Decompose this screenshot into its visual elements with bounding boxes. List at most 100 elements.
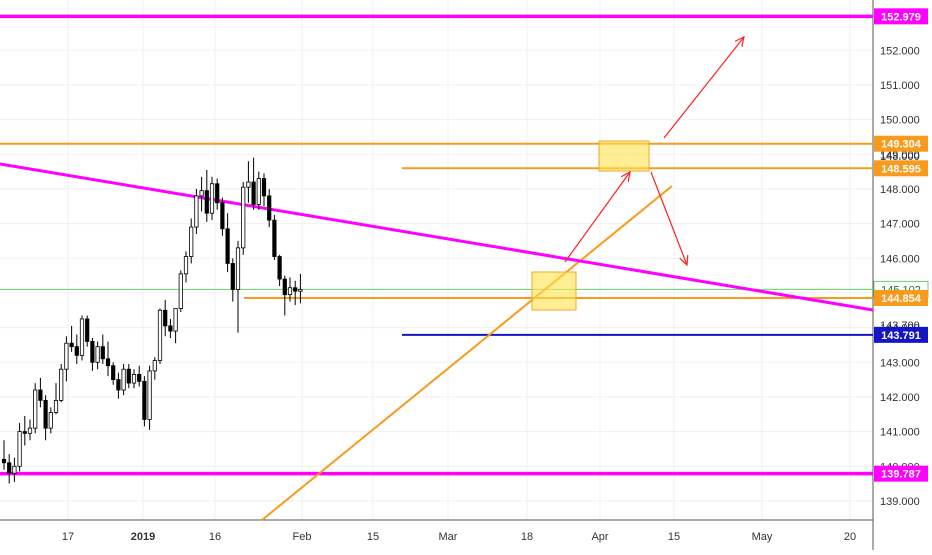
price-label-magenta-bg bbox=[874, 465, 928, 482]
candle-body bbox=[272, 219, 277, 257]
candle-body bbox=[116, 379, 121, 391]
price-tick-label: 151.000 bbox=[880, 80, 920, 92]
price-label-magenta: 139.787 bbox=[881, 469, 921, 481]
price-label-orange: 144.854 bbox=[881, 293, 922, 305]
time-tick-label: Apr bbox=[591, 531, 608, 543]
arrow-down-retrace-head bbox=[679, 254, 689, 267]
price-tick-label: 152.000 bbox=[880, 45, 920, 57]
price-label-magenta: 152.979 bbox=[881, 11, 921, 23]
time-tick-label: 15 bbox=[367, 531, 379, 543]
candle-body bbox=[267, 195, 272, 221]
price-tick-label-covered: 148.000 bbox=[880, 151, 920, 163]
candle-body bbox=[64, 342, 69, 370]
time-tick-label: 17 bbox=[62, 531, 74, 543]
candle-body bbox=[17, 431, 22, 467]
candle-body bbox=[225, 228, 230, 264]
candle-body bbox=[183, 256, 189, 275]
candle-body bbox=[33, 389, 38, 429]
time-tick-label: 16 bbox=[209, 531, 221, 543]
candle-body bbox=[199, 190, 204, 197]
candle-body bbox=[90, 341, 95, 363]
candle-body bbox=[163, 309, 168, 327]
price-label-magenta-bg bbox=[874, 8, 928, 25]
price-labels: 152.979149.304148.595145.102144.854143.7… bbox=[873, 8, 929, 482]
candle-body bbox=[168, 325, 173, 332]
candle-body bbox=[53, 399, 59, 413]
candle-body bbox=[147, 370, 152, 420]
price-label-orange-bg bbox=[874, 289, 928, 306]
candle-body bbox=[173, 308, 178, 332]
time-tick-label: 20 bbox=[844, 531, 856, 543]
price-tick-label: 150.000 bbox=[880, 115, 920, 127]
time-tick-label: 15 bbox=[668, 531, 680, 543]
price-tick-label: 149.000 bbox=[880, 149, 920, 161]
plot-background bbox=[0, 0, 873, 520]
price-label-navy-bg bbox=[874, 326, 928, 343]
candle-body bbox=[7, 462, 12, 474]
candle-body bbox=[230, 263, 235, 290]
candle-body bbox=[22, 431, 27, 434]
candle-body bbox=[111, 365, 116, 381]
candle-body bbox=[38, 389, 43, 401]
price-label-orange-bg bbox=[874, 160, 928, 177]
candle-body bbox=[95, 346, 100, 363]
candle-body bbox=[69, 342, 74, 348]
price-tick-label: 147.000 bbox=[880, 219, 920, 231]
time-tick-label: 2019 bbox=[131, 531, 155, 543]
candles bbox=[1, 157, 303, 484]
drawings-front bbox=[564, 35, 745, 267]
time-tick-label: 18 bbox=[521, 531, 533, 543]
candle-body bbox=[189, 226, 194, 257]
time-tick-label: May bbox=[752, 531, 773, 543]
candle-body bbox=[298, 289, 303, 292]
candle-body bbox=[59, 368, 64, 401]
grid bbox=[0, 0, 873, 520]
candle-body bbox=[157, 309, 163, 361]
candle-body bbox=[220, 202, 225, 230]
highlight-zone-current bbox=[531, 271, 577, 311]
candle-body bbox=[100, 346, 105, 360]
price-tick-label: 142.000 bbox=[880, 392, 920, 404]
descending-trendline bbox=[0, 162, 874, 312]
time-tick-label: Mar bbox=[439, 531, 458, 543]
highlight-zone-target bbox=[598, 140, 650, 172]
candle-body bbox=[105, 358, 111, 367]
candle-body bbox=[287, 287, 293, 296]
time-scale: 17 2019 16 Feb 15 Mar 18 Apr 15 May 20 bbox=[0, 519, 873, 543]
candle-body bbox=[126, 368, 131, 384]
candle-body bbox=[235, 247, 241, 290]
candle-body bbox=[178, 273, 183, 309]
candle-body bbox=[215, 183, 220, 204]
candle-body bbox=[241, 186, 246, 249]
price-tick-label: 139.000 bbox=[880, 496, 920, 508]
candle-body bbox=[251, 181, 256, 205]
candle-body bbox=[1, 458, 7, 464]
candle-body bbox=[43, 399, 48, 429]
candle-body bbox=[277, 256, 282, 280]
candle-body bbox=[137, 373, 142, 382]
time-tick-label: Feb bbox=[293, 531, 312, 543]
candle-body bbox=[204, 190, 209, 214]
arrow-up-to-target bbox=[564, 171, 631, 263]
price-label-orange: 149.304 bbox=[881, 139, 922, 151]
ascending-trendline bbox=[261, 185, 673, 521]
price-label-orange: 148.595 bbox=[881, 163, 921, 175]
candle-body bbox=[256, 178, 261, 205]
candle-body bbox=[27, 427, 33, 434]
price-tick-label: 146.000 bbox=[880, 253, 920, 265]
candle-body bbox=[131, 373, 137, 384]
arrow-down-retrace bbox=[650, 171, 688, 266]
candle-body bbox=[121, 368, 126, 391]
price-label-orange-bg bbox=[874, 135, 928, 152]
arrow-up-to-high bbox=[663, 36, 745, 139]
candle-body bbox=[48, 412, 53, 429]
drawings-back bbox=[0, 14, 874, 521]
candle-body bbox=[12, 465, 17, 474]
candle-body bbox=[194, 195, 199, 228]
price-tick-label: 141.000 bbox=[880, 427, 920, 439]
candle-body bbox=[152, 360, 157, 372]
candle-body bbox=[142, 380, 147, 420]
candle-body bbox=[74, 346, 79, 356]
price-label-navy: 143.791 bbox=[881, 330, 921, 342]
